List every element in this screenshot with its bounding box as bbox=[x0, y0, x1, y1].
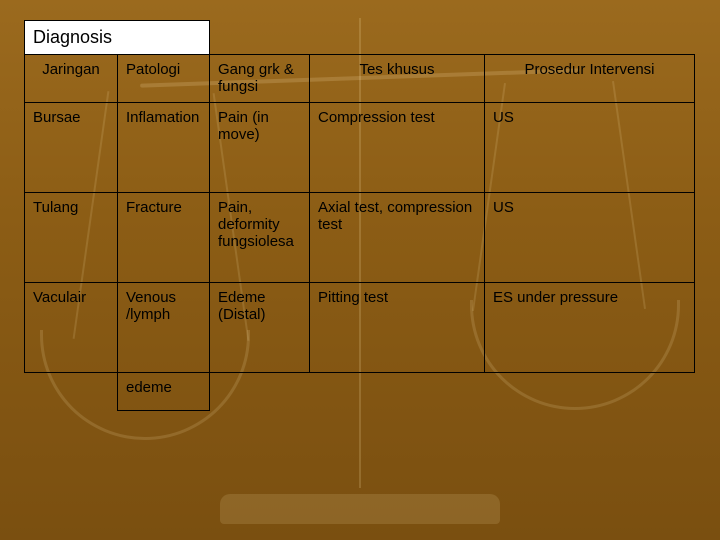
table-title: Diagnosis bbox=[25, 21, 210, 55]
col-header-gangguan: Gang grk & fungsi bbox=[210, 55, 310, 103]
table-row: Vaculair Venous /lymph Edeme (Distal) Pi… bbox=[25, 283, 695, 373]
cell-patologi: Venous /lymph bbox=[118, 283, 210, 373]
cell-jaringan: Bursae bbox=[25, 103, 118, 193]
cell-patologi: Fracture bbox=[118, 193, 210, 283]
col-header-tes: Tes khusus bbox=[310, 55, 485, 103]
scale-base bbox=[220, 494, 500, 524]
diagnosis-table: Diagnosis Jaringan Patologi Gang grk & f… bbox=[24, 20, 695, 411]
cell-tes: Pitting test bbox=[310, 283, 485, 373]
table-header-row: Jaringan Patologi Gang grk & fungsi Tes … bbox=[25, 55, 695, 103]
cell-tes: Axial test, compression test bbox=[310, 193, 485, 283]
empty-cell bbox=[25, 373, 118, 411]
cell-prosedur: ES under pressure bbox=[485, 283, 695, 373]
cell-prosedur: US bbox=[485, 103, 695, 193]
cell-tes: Compression test bbox=[310, 103, 485, 193]
col-header-patologi: Patologi bbox=[118, 55, 210, 103]
diagnosis-table-container: Diagnosis Jaringan Patologi Gang grk & f… bbox=[24, 20, 696, 411]
col-header-prosedur: Prosedur Intervensi bbox=[485, 55, 695, 103]
table-extra-row: edeme bbox=[25, 373, 695, 411]
table-row: Tulang Fracture Pain, deformity fungsiol… bbox=[25, 193, 695, 283]
col-header-jaringan: Jaringan bbox=[25, 55, 118, 103]
cell-patologi-extra: edeme bbox=[118, 373, 210, 411]
cell-gangguan: Edeme (Distal) bbox=[210, 283, 310, 373]
table-title-row: Diagnosis bbox=[25, 21, 695, 55]
cell-jaringan: Tulang bbox=[25, 193, 118, 283]
cell-gangguan: Pain, deformity fungsiolesa bbox=[210, 193, 310, 283]
cell-gangguan: Pain (in move) bbox=[210, 103, 310, 193]
cell-jaringan: Vaculair bbox=[25, 283, 118, 373]
table-row: Bursae Inflamation Pain (in move) Compre… bbox=[25, 103, 695, 193]
cell-prosedur: US bbox=[485, 193, 695, 283]
cell-patologi: Inflamation bbox=[118, 103, 210, 193]
